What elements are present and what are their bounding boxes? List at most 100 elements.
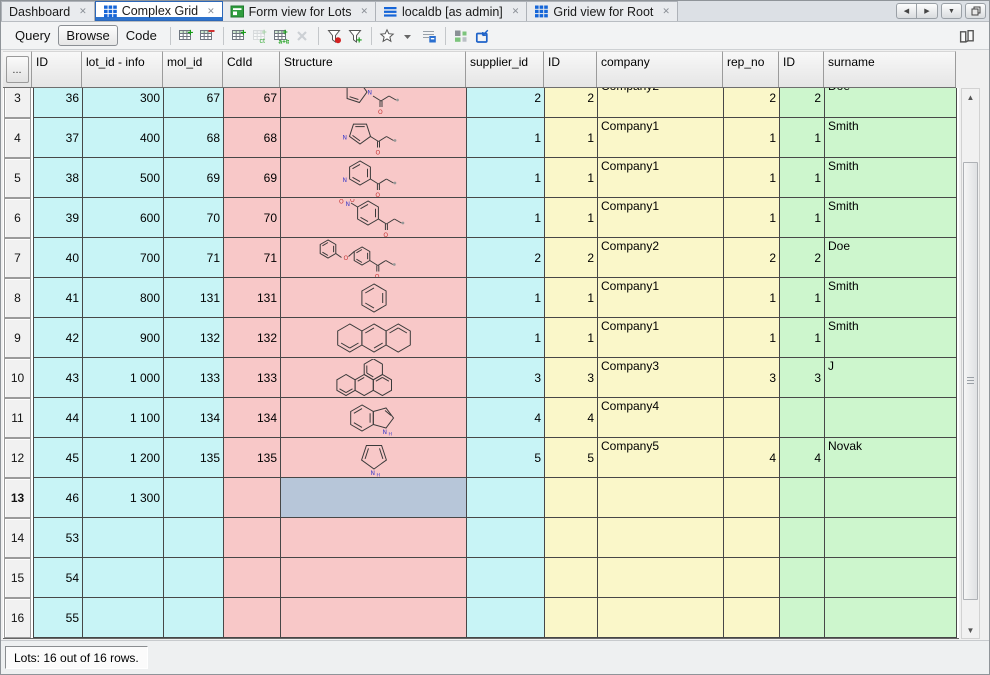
grid-cell-id-row15[interactable]: 54: [33, 558, 83, 598]
tab-complex-grid[interactable]: Complex Grid ✕: [94, 1, 223, 21]
scrollbar-down-arrow[interactable]: ▼: [962, 622, 979, 638]
code-mode-button[interactable]: Code: [125, 28, 157, 43]
grid-cell-surname-row12[interactable]: Novak: [825, 438, 957, 478]
grid-cell-rep-row14[interactable]: [724, 518, 780, 558]
grid-cell-mol-row16[interactable]: [164, 598, 224, 638]
grid-cell-structure-row10[interactable]: [281, 358, 467, 398]
grid-cell-lot-row14[interactable]: [83, 518, 164, 558]
grid-cell-lot-row6[interactable]: 600: [83, 198, 164, 238]
grid-cell-structure-row14[interactable]: [281, 518, 467, 558]
column-header-id-id3[interactable]: ID: [779, 51, 824, 87]
grid-cell-cdid-row9[interactable]: 132: [224, 318, 281, 358]
grid-cell-cdid-row6[interactable]: 70: [224, 198, 281, 238]
grid-cell-cdid-row10[interactable]: 133: [224, 358, 281, 398]
grid-cell-company-row16[interactable]: [598, 598, 724, 638]
row-header-9[interactable]: 9: [4, 318, 31, 358]
grid-cell-lot-row13[interactable]: 1 300: [83, 478, 164, 518]
grid-cell-id2-row3[interactable]: 2: [545, 88, 598, 118]
grid-cell-supplier-row15[interactable]: [467, 558, 545, 598]
delete-x-button[interactable]: [292, 26, 313, 46]
column-header-id-id[interactable]: ID: [32, 51, 82, 87]
grid-cell-lot-row3[interactable]: 300: [83, 88, 164, 118]
grid-cell-company-row15[interactable]: [598, 558, 724, 598]
grid-cell-company-row12[interactable]: Company5: [598, 438, 724, 478]
tab-close-icon[interactable]: ✕: [207, 5, 215, 16]
grid-cell-id-row14[interactable]: 53: [33, 518, 83, 558]
row-header-3[interactable]: 3: [4, 88, 31, 118]
grid-cell-lot-row12[interactable]: 1 200: [83, 438, 164, 478]
tab-close-icon[interactable]: ✕: [360, 6, 369, 16]
grid-cell-surname-row5[interactable]: Smith: [825, 158, 957, 198]
grid-cell-cdid-row15[interactable]: [224, 558, 281, 598]
grid-cell-id3-row13[interactable]: [780, 478, 825, 518]
column-header-surname-surname[interactable]: surname: [824, 51, 956, 87]
row-header-6[interactable]: 6: [4, 198, 31, 238]
grid-cell-mol-row4[interactable]: 68: [164, 118, 224, 158]
grid-cell-supplier-row10[interactable]: 3: [467, 358, 545, 398]
grid-cell-surname-row10[interactable]: J: [825, 358, 957, 398]
grid-cell-rep-row4[interactable]: 1: [724, 118, 780, 158]
row-header-14[interactable]: 14: [4, 518, 31, 558]
grid-cell-id2-row8[interactable]: 1: [545, 278, 598, 318]
scrollbar-up-arrow[interactable]: ▲: [962, 89, 979, 105]
grid-cell-mol-row9[interactable]: 132: [164, 318, 224, 358]
grid-cell-supplier-row4[interactable]: 1: [467, 118, 545, 158]
grid-cell-company-row14[interactable]: [598, 518, 724, 558]
grid-cell-id2-row6[interactable]: 1: [545, 198, 598, 238]
grid-cell-id2-row5[interactable]: 1: [545, 158, 598, 198]
grid-cell-lot-row9[interactable]: 900: [83, 318, 164, 358]
grid-cell-cdid-row3[interactable]: 67: [224, 88, 281, 118]
column-header-cdid-cdid[interactable]: CdId: [223, 51, 280, 87]
grid-cell-lot-row8[interactable]: 800: [83, 278, 164, 318]
column-header-structure-structure[interactable]: Structure: [280, 51, 466, 87]
grid-cell-id-row9[interactable]: 42: [33, 318, 83, 358]
column-header-lot-id-info-lot[interactable]: lot_id - info: [82, 51, 163, 87]
row-header-12[interactable]: 12: [4, 438, 31, 478]
grid-cell-company-row8[interactable]: Company1: [598, 278, 724, 318]
grid-cell-rep-row16[interactable]: [724, 598, 780, 638]
grid-cell-rep-row10[interactable]: 3: [724, 358, 780, 398]
grid-cell-supplier-row5[interactable]: 1: [467, 158, 545, 198]
grid-cell-structure-row9[interactable]: [281, 318, 467, 358]
grid-cell-rep-row5[interactable]: 1: [724, 158, 780, 198]
tab-grid-view-for-root[interactable]: Grid view for Root ✕: [527, 1, 678, 21]
insert-row-button[interactable]: +: [229, 26, 250, 46]
row-header-4[interactable]: 4: [4, 118, 31, 158]
grid-cell-lot-row4[interactable]: 400: [83, 118, 164, 158]
grid-cell-supplier-row9[interactable]: 1: [467, 318, 545, 358]
scrollbar-thumb[interactable]: [963, 162, 978, 600]
grid-cell-mol-row11[interactable]: 134: [164, 398, 224, 438]
grid-cell-id2-row11[interactable]: 4: [545, 398, 598, 438]
row-header-5[interactable]: 5: [4, 158, 31, 198]
grid-cell-company-row3[interactable]: Company2: [598, 88, 724, 118]
tab-list-dropdown-button[interactable]: ▼: [941, 3, 962, 19]
grid-cell-supplier-row14[interactable]: [467, 518, 545, 558]
grid-cell-rep-row11[interactable]: [724, 398, 780, 438]
grid-cell-id3-row11[interactable]: [780, 398, 825, 438]
grid-cell-lot-row5[interactable]: 500: [83, 158, 164, 198]
column-header-company-company[interactable]: company: [597, 51, 723, 87]
grid-cell-lot-row10[interactable]: 1 000: [83, 358, 164, 398]
grid-cell-supplier-row11[interactable]: 4: [467, 398, 545, 438]
grid-cell-mol-row3[interactable]: 67: [164, 88, 224, 118]
grid-cell-lot-row11[interactable]: 1 100: [83, 398, 164, 438]
grid-cell-id-row10[interactable]: 43: [33, 358, 83, 398]
grid-cell-lot-row16[interactable]: [83, 598, 164, 638]
grid-cell-id3-row6[interactable]: 1: [780, 198, 825, 238]
grid-cell-rep-row3[interactable]: 2: [724, 88, 780, 118]
grid-cell-supplier-row16[interactable]: [467, 598, 545, 638]
grid-cell-id3-row3[interactable]: 2: [780, 88, 825, 118]
grid-cell-cdid-row8[interactable]: 131: [224, 278, 281, 318]
grid-cell-company-row6[interactable]: Company1: [598, 198, 724, 238]
grid-cell-cdid-row5[interactable]: 69: [224, 158, 281, 198]
import-view-button[interactable]: [472, 26, 493, 46]
grid-cell-surname-row13[interactable]: [825, 478, 957, 518]
column-header-mol-id-mol[interactable]: mol_id: [163, 51, 223, 87]
grid-cell-id2-row12[interactable]: 5: [545, 438, 598, 478]
query-mode-button[interactable]: Query: [15, 28, 51, 43]
grid-cell-surname-row15[interactable]: [825, 558, 957, 598]
